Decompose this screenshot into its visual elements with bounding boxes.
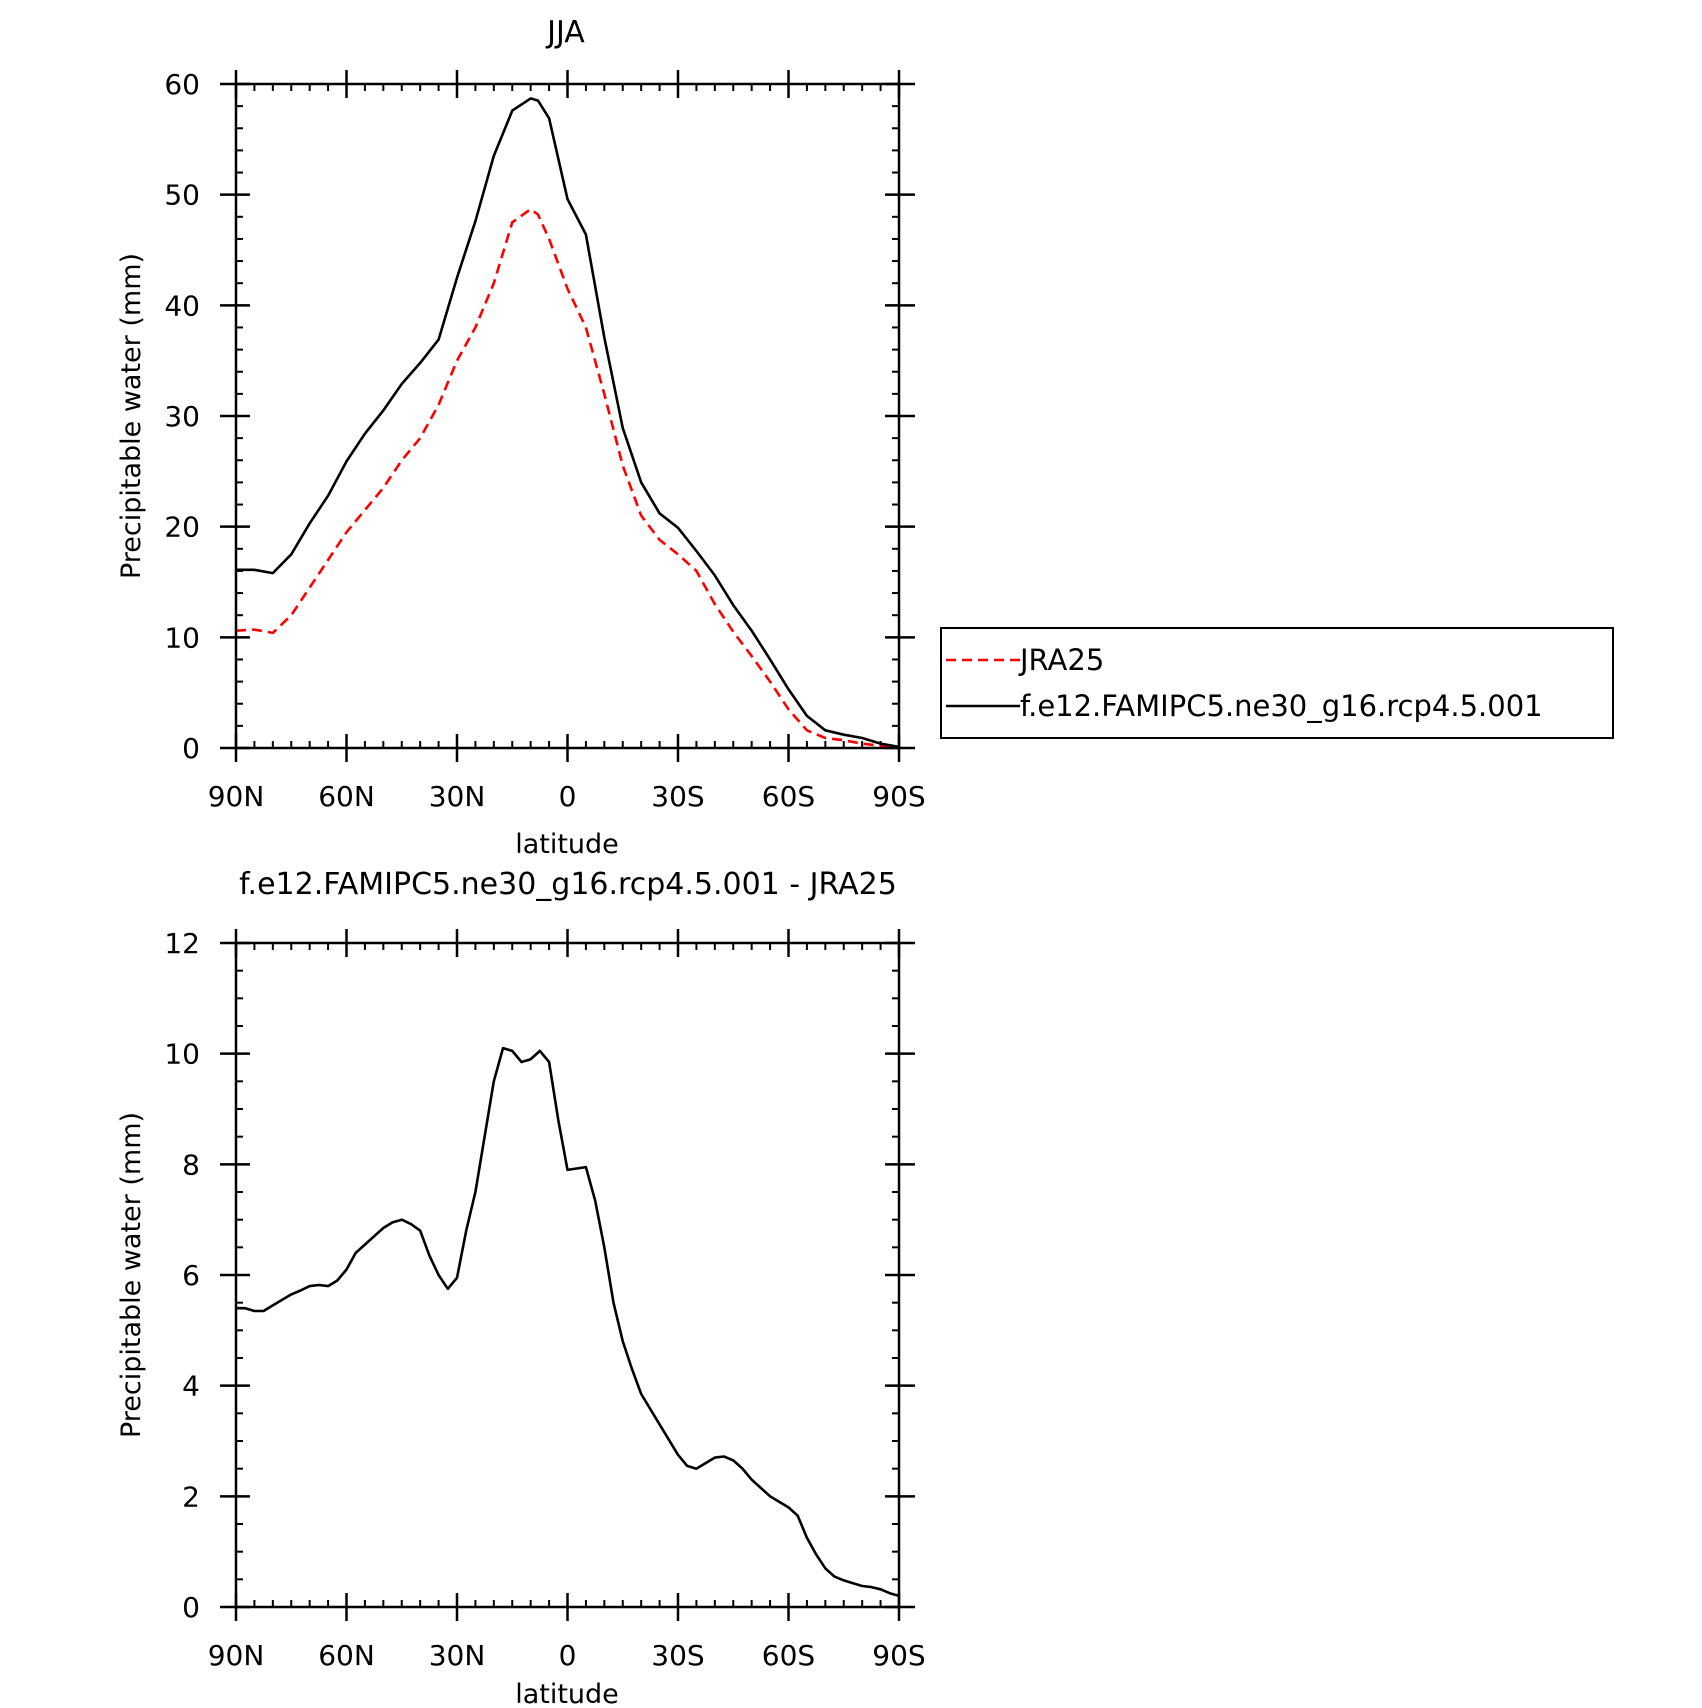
top-chart-xtick-label: 30N	[429, 780, 486, 813]
bottom-chart-title: f.e12.FAMIPC5.ne30_g16.rcp4.5.001 - JRA2…	[239, 867, 897, 902]
top-chart-xtick-label: 60S	[762, 780, 815, 813]
top-chart-xtick-label: 90N	[208, 780, 265, 813]
bottom-chart-series-line-0	[236, 1046, 900, 1598]
top-chart-ytick-label: 0	[182, 732, 200, 765]
top-chart-title: JJA	[545, 15, 585, 50]
bottom-chart-ticks	[220, 929, 915, 1621]
top-chart-tick-labels: 90N 60N 30N 0 30S 60S 90S 0 10 20 30 40 50 60	[164, 68, 925, 813]
top-chart-xtick-label: 30S	[651, 780, 704, 813]
bottom-chart-ytick-label: 4	[182, 1370, 200, 1403]
top-chart-ylabel: Precipitable water (mm)	[116, 253, 147, 579]
bottom-chart-ytick-label: 12	[164, 927, 200, 960]
top-chart-xtick-label: 0	[559, 780, 577, 813]
bottom-chart-xtick-label: 30S	[651, 1639, 704, 1672]
bottom-chart-ytick-label: 8	[182, 1148, 200, 1181]
bottom-chart-xtick-label: 90S	[872, 1639, 925, 1672]
top-chart-ytick-label: 50	[164, 179, 200, 212]
bottom-chart-ytick-label: 0	[182, 1591, 200, 1624]
top-chart-series-line-0	[235, 207, 900, 749]
top-chart-legend: JRA25 f.e12.FAMIPC5.ne30_g16.rcp4.5.001	[940, 627, 1614, 739]
top-chart-frame	[234, 82, 901, 750]
top-chart-ytick-label: 60	[164, 68, 200, 101]
bottom-chart-xtick-label: 60N	[318, 1639, 375, 1672]
top-chart-ytick-label: 30	[164, 400, 200, 433]
top-chart-panel: JJA 90N 60N 30N 0 30S 60S 90S 0 10 20 30 40 50 60 lat…	[116, 15, 1614, 860]
top-chart-ytick-label: 40	[164, 289, 200, 322]
top-chart-ticks	[220, 70, 915, 762]
bottom-chart-ytick-label: 6	[182, 1259, 200, 1292]
legend-box	[940, 627, 1614, 739]
bottom-chart-xtick-label: 30N	[429, 1639, 486, 1672]
legend-label-model: f.e12.FAMIPC5.ne30_g16.rcp4.5.001	[1020, 689, 1543, 723]
top-chart-xtick-label: 60N	[318, 780, 375, 813]
bottom-chart-xlabel: latitude	[515, 1679, 619, 1708]
top-chart-xlabel: latitude	[515, 829, 619, 860]
bottom-chart-xtick-label: 60S	[762, 1639, 815, 1672]
top-chart-ytick-label: 20	[164, 511, 200, 544]
bottom-chart-ylabel: Precipitable water (mm)	[116, 1112, 147, 1438]
bottom-chart-xtick-label: 0	[559, 1639, 577, 1672]
bottom-chart-frame	[234, 941, 901, 1609]
top-chart-series-line-1	[236, 97, 900, 749]
bottom-chart-plot-lines	[236, 1046, 900, 1598]
bottom-chart-panel: f.e12.FAMIPC5.ne30_g16.rcp4.5.001 - JRA2…	[116, 867, 926, 1708]
bottom-chart-ytick-label: 10	[164, 1038, 200, 1071]
bottom-chart-tick-labels: 90N 60N 30N 0 30S 60S 90S 0 2 4 6 8 10 12	[164, 927, 925, 1672]
bottom-chart-xtick-label: 90N	[208, 1639, 265, 1672]
top-chart-plot-lines	[235, 97, 900, 749]
legend-label-jra25: JRA25	[1018, 643, 1104, 677]
top-chart-xtick-label: 90S	[872, 780, 925, 813]
bottom-chart-ytick-label: 2	[182, 1480, 200, 1513]
top-chart-ytick-label: 10	[164, 621, 200, 654]
